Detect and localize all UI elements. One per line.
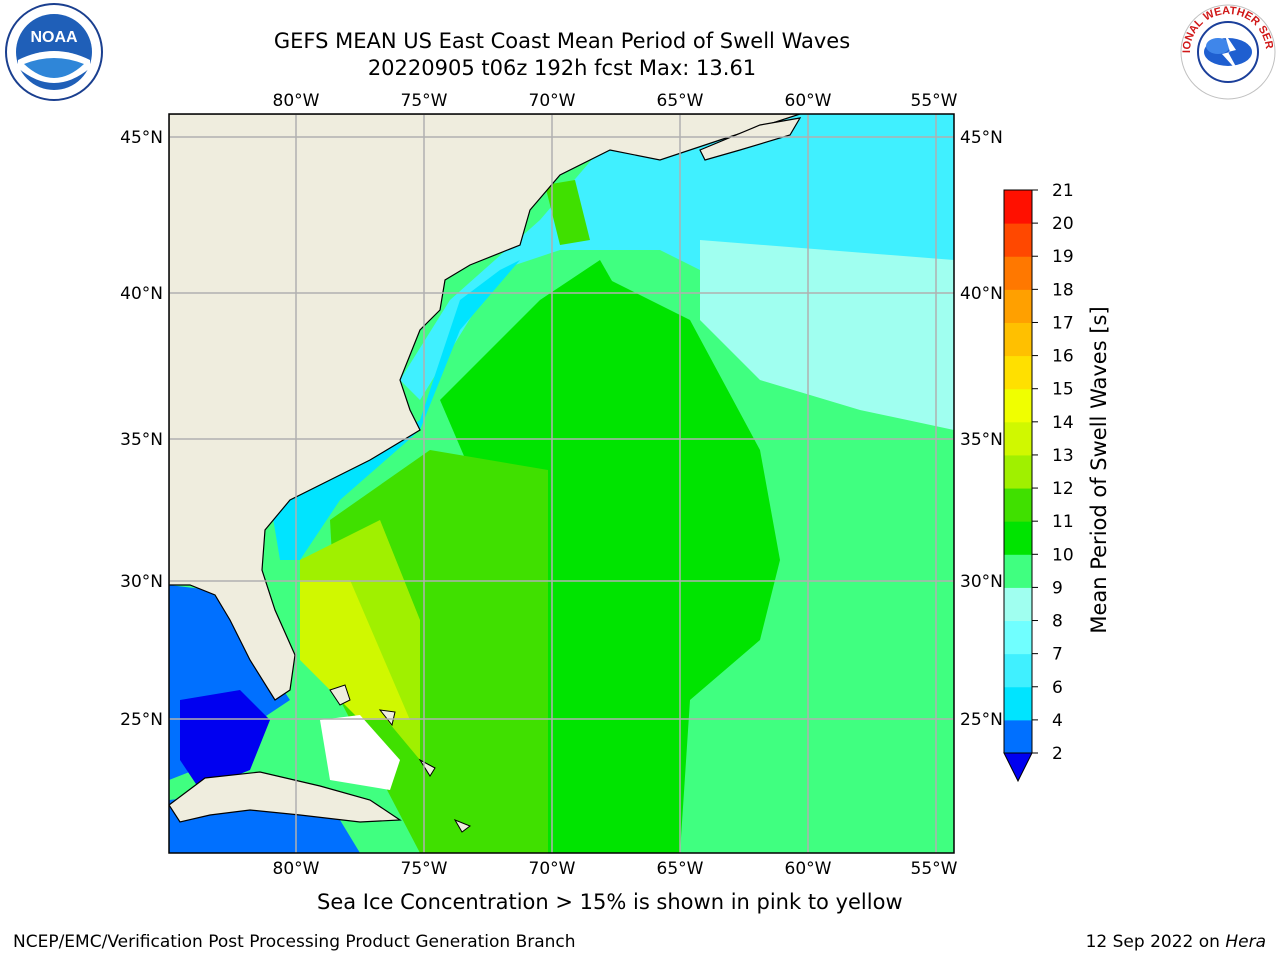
chart-subtitle: 20220905 t06z 192h fcst Max: 13.61 (367, 56, 757, 80)
colorbar-tick-label: 15 (1052, 380, 1074, 400)
colorbar-segment (1004, 421, 1032, 456)
lat-tick-right: 40°N (960, 284, 1003, 304)
colorbar-segment (1004, 554, 1032, 588)
land-cuba (169, 771, 402, 823)
zone-gulf-deepblue (180, 690, 270, 790)
colorbar-frame (1003, 189, 1033, 754)
lon-tick-top: 55°W (911, 91, 958, 111)
colorbar-tick-label: 4 (1052, 711, 1063, 731)
lon-tick-bottom: 70°W (529, 859, 576, 879)
colorbar-segment (1004, 388, 1032, 423)
colorbar-segment (1004, 454, 1032, 489)
lat-tick-left: 40°N (120, 284, 163, 304)
colorbar-label: Mean Period of Swell Waves [s] (1087, 306, 1111, 633)
lon-tick-bottom: 75°W (401, 859, 448, 879)
colorbar-tick-label: 6 (1052, 678, 1063, 698)
zone-10-11-north (440, 260, 640, 470)
zone-bay-white (320, 715, 400, 790)
lat-tick-right: 45°N (960, 128, 1003, 148)
zone-gulfmaine-green (545, 180, 590, 245)
colorbar-segment (1004, 653, 1032, 688)
lat-ticks: 45°N 40°N 35°N 30°N 25°N 45°N 40°N 35°N … (120, 128, 1003, 730)
lon-tick-top: 70°W (529, 91, 576, 111)
colorbar-tick-label: 21 (1052, 181, 1074, 201)
lon-tick-bottom: 65°W (657, 859, 704, 879)
colorbar-segment (1004, 190, 1032, 224)
colorbar-segment (1004, 521, 1032, 555)
colorbar-tick-label: 11 (1052, 512, 1074, 532)
footer-date: 12 Sep 2022 on Hera (1086, 932, 1266, 952)
colorbar: 2 4 6 7 8 9 10 11 12 13 14 15 16 17 18 19 20 21 (1003, 181, 1074, 783)
zone-north-lightcyan (700, 240, 954, 430)
colorbar-under-arrow (1003, 752, 1033, 783)
land-nova-scotia (699, 117, 802, 161)
colorbar-tick-label: 14 (1052, 413, 1074, 433)
colorbar-segment (1004, 488, 1032, 522)
colorbar-segment (1004, 223, 1032, 257)
map-frame (168, 113, 955, 854)
lon-tick-top: 75°W (401, 91, 448, 111)
colorbar-segment (1004, 686, 1032, 721)
sea-ice-caption: Sea Ice Concentration > 15% is shown in … (317, 890, 903, 914)
lat-tick-left: 45°N (120, 128, 163, 148)
footer-host: Hera (1225, 932, 1266, 952)
chart-title: GEFS MEAN US East Coast Mean Period of S… (273, 29, 851, 53)
lon-tick-bottom: 60°W (785, 859, 832, 879)
svg-text:NOAA: NOAA (30, 29, 78, 46)
lon-tick-bottom: 80°W (273, 859, 320, 879)
colorbar-tick-label: 2 (1052, 744, 1063, 764)
colorbar-tick-label: 19 (1052, 247, 1074, 267)
lat-tick-right: 35°N (960, 430, 1003, 450)
lat-tick-right: 25°N (960, 710, 1003, 730)
footer-date-text: 12 Sep 2022 on (1085, 932, 1226, 952)
colorbar-segment (1004, 620, 1032, 655)
footer-branch: NCEP/EMC/Verification Post Processing Pr… (13, 932, 576, 952)
noaa-logo: NOAA (5, 3, 103, 101)
colorbar-tick-label: 10 (1052, 545, 1074, 565)
colorbar-segment (1004, 256, 1032, 290)
lon-ticks: 80°W 75°W 70°W 65°W 60°W 55°W 80°W 75°W … (273, 91, 958, 879)
colorbar-tick-label: 18 (1052, 280, 1074, 300)
lon-tick-top: 60°W (785, 91, 832, 111)
lon-tick-bottom: 55°W (911, 859, 958, 879)
lon-tick-top: 65°W (657, 91, 704, 111)
lon-tick-top: 80°W (273, 91, 320, 111)
colorbar-tick-label: 20 (1052, 214, 1074, 234)
colorbar-tick-label: 12 (1052, 479, 1074, 499)
zone-coast-cyan (270, 260, 520, 560)
colorbar-tick-label: 13 (1052, 446, 1074, 466)
nws-logo: NATIONAL WEATHER SERVICE (1178, 2, 1276, 100)
colorbar-tick-label: 17 (1052, 313, 1074, 333)
colorbar-segment (1004, 355, 1032, 390)
lat-tick-right: 30°N (960, 572, 1003, 592)
lat-tick-left: 30°N (120, 572, 163, 592)
colorbar-tick-label: 16 (1052, 347, 1074, 367)
graticule (169, 114, 954, 853)
colorbar-tick-label: 8 (1052, 612, 1063, 632)
lat-tick-left: 35°N (120, 430, 163, 450)
colorbar-segment (1004, 587, 1032, 622)
colorbar-segment (1004, 719, 1032, 754)
colorbar-segment (1004, 289, 1032, 323)
colorbar-segment (1004, 322, 1032, 357)
colorbar-tick-label: 7 (1052, 645, 1063, 665)
colorbar-tick-label: 9 (1052, 578, 1063, 598)
lat-tick-left: 25°N (120, 710, 163, 730)
land-north-america (169, 114, 801, 701)
zone-north-cyan (400, 114, 954, 400)
zone-13-14 (300, 580, 410, 720)
